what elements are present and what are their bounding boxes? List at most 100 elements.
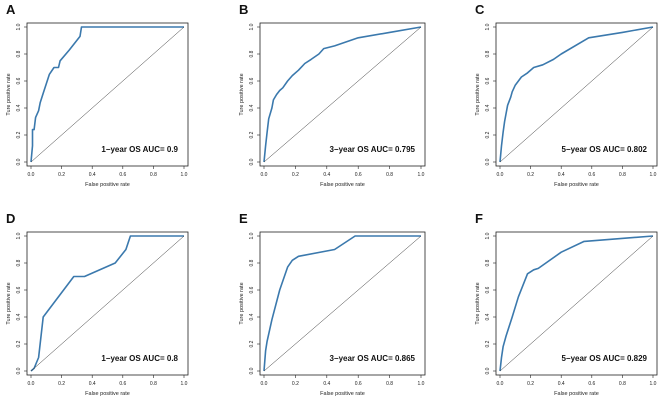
x-tick-label: 1.0: [418, 381, 425, 387]
roc-panel-e: E 0.0 0.2 0.4 0.6 0.8 1.0 0.0 0.2 0.4 0.6 0.8 1.0 Fal…: [239, 211, 426, 397]
x-axis-title: False positive rate: [320, 391, 365, 397]
auc-annotation: 5−year OS AUC= 0.829: [561, 354, 647, 363]
y-tick-label: 0.2: [249, 340, 255, 347]
plot-frame: [26, 22, 189, 167]
x-tick-label: 0.6: [588, 172, 595, 178]
y-tick-label: 1.0: [16, 232, 22, 239]
roc-curve-line: [263, 26, 422, 163]
x-axis-title: False positive rate: [554, 182, 599, 188]
x-tick-label: 0.2: [527, 172, 534, 178]
x-tick-label: 0.6: [355, 381, 362, 387]
y-tick-label: 0.6: [16, 77, 22, 84]
y-tick-label: 0.0: [249, 158, 255, 165]
x-tick-label: 0.6: [588, 381, 595, 387]
y-tick-label: 0.8: [249, 50, 255, 57]
y-tick-label: 0.6: [249, 77, 255, 84]
reference-diagonal-line: [30, 235, 185, 372]
y-tick-label: 0.2: [485, 131, 491, 138]
roc-curve-line: [30, 235, 184, 372]
x-tick-label: 1.0: [181, 172, 188, 178]
panel-label: A: [6, 2, 16, 17]
x-tick-label: 0.4: [323, 172, 330, 178]
y-tick-label: 1.0: [249, 232, 255, 239]
y-tick-label: 1.0: [485, 232, 491, 239]
y-axis-title: Ture positive rate: [6, 73, 12, 115]
auc-annotation: 3−year OS AUC= 0.795: [329, 145, 415, 154]
y-tick-label: 0.6: [485, 286, 491, 293]
y-tick-label: 1.0: [249, 23, 255, 30]
reference-diagonal-line: [499, 235, 654, 372]
y-tick-label: 0.8: [249, 259, 255, 266]
x-tick-label: 0.2: [58, 381, 65, 387]
y-tick-label: 0.4: [249, 104, 255, 111]
x-axis-title: False positive rate: [554, 391, 599, 397]
x-tick-label: 0.4: [89, 381, 96, 387]
x-tick-label: 0.0: [261, 172, 268, 178]
y-tick-label: 1.0: [485, 23, 491, 30]
x-tick-label: 0.0: [261, 381, 268, 387]
y-tick-label: 1.0: [16, 23, 22, 30]
x-tick-label: 0.8: [386, 381, 393, 387]
x-tick-label: 0.8: [386, 172, 393, 178]
x-tick-label: 1.0: [418, 172, 425, 178]
y-tick-label: 0.2: [485, 340, 491, 347]
reference-diagonal-line: [499, 26, 654, 163]
x-axis-title: False positive rate: [320, 182, 365, 188]
y-tick-label: 0.6: [485, 77, 491, 84]
y-axis-title: Ture positive rate: [239, 73, 245, 115]
roc-curve-line: [499, 235, 654, 372]
y-axis-title: Ture positive rate: [475, 73, 481, 115]
x-tick-label: 1.0: [650, 381, 657, 387]
panel-label: B: [239, 2, 248, 17]
roc-panel-c: C 0.0 0.2 0.4 0.6 0.8 1.0 0.0 0.2 0.4 0.6 0.8 1.0 Fal…: [475, 2, 658, 188]
y-tick-label: 0.6: [249, 286, 255, 293]
x-tick-label: 0.0: [497, 381, 504, 387]
y-tick-label: 0.4: [485, 313, 491, 320]
roc-curve-line: [30, 26, 184, 163]
x-tick-label: 0.4: [558, 172, 565, 178]
plot-frame: [259, 231, 426, 376]
x-tick-label: 0.6: [119, 172, 126, 178]
x-tick-label: 0.8: [150, 381, 157, 387]
x-tick-label: 0.0: [497, 172, 504, 178]
roc-curve-line: [499, 26, 654, 163]
panel-label: C: [475, 2, 485, 17]
x-tick-label: 1.0: [181, 381, 188, 387]
panel-label: F: [475, 211, 483, 226]
y-tick-label: 0.8: [16, 259, 22, 266]
y-tick-label: 0.4: [485, 104, 491, 111]
x-axis-title: False positive rate: [85, 182, 130, 188]
y-tick-label: 0.4: [249, 313, 255, 320]
x-tick-label: 0.2: [292, 172, 299, 178]
y-tick-label: 0.4: [16, 313, 22, 320]
panel-label: E: [239, 211, 248, 226]
y-tick-label: 0.6: [16, 286, 22, 293]
plot-frame: [26, 231, 189, 376]
y-tick-label: 0.0: [16, 158, 22, 165]
x-tick-label: 0.0: [28, 381, 35, 387]
roc-panel-d: D 0.0 0.2 0.4 0.6 0.8 1.0 0.0 0.2 0.4 0.6 0.8 1.0 Fal…: [6, 211, 189, 397]
x-tick-label: 0.2: [292, 381, 299, 387]
x-tick-label: 0.0: [28, 172, 35, 178]
x-axis-title: False positive rate: [85, 391, 130, 397]
x-tick-label: 0.8: [619, 381, 626, 387]
plot-frame: [259, 22, 426, 167]
plot-frame: [495, 231, 658, 376]
y-axis-title: Ture positive rate: [239, 282, 245, 324]
y-tick-label: 0.0: [16, 367, 22, 374]
y-tick-label: 0.2: [249, 131, 255, 138]
y-tick-label: 0.2: [16, 131, 22, 138]
roc-panel-f: F 0.0 0.2 0.4 0.6 0.8 1.0 0.0 0.2 0.4 0.6 0.8 1.0 Fal…: [475, 211, 658, 397]
x-tick-label: 0.6: [355, 172, 362, 178]
x-tick-label: 0.2: [58, 172, 65, 178]
y-tick-label: 0.0: [485, 158, 491, 165]
reference-diagonal-line: [263, 235, 422, 372]
y-tick-label: 0.4: [16, 104, 22, 111]
panel-label: D: [6, 211, 15, 226]
roc-panel-b: B 0.0 0.2 0.4 0.6 0.8 1.0 0.0 0.2 0.4 0.6 0.8 1.0 Fal…: [239, 2, 426, 188]
x-tick-label: 0.6: [119, 381, 126, 387]
auc-annotation: 3−year OS AUC= 0.865: [329, 354, 415, 363]
x-tick-label: 0.2: [527, 381, 534, 387]
auc-annotation: 1−year OS AUC= 0.8: [101, 354, 178, 363]
